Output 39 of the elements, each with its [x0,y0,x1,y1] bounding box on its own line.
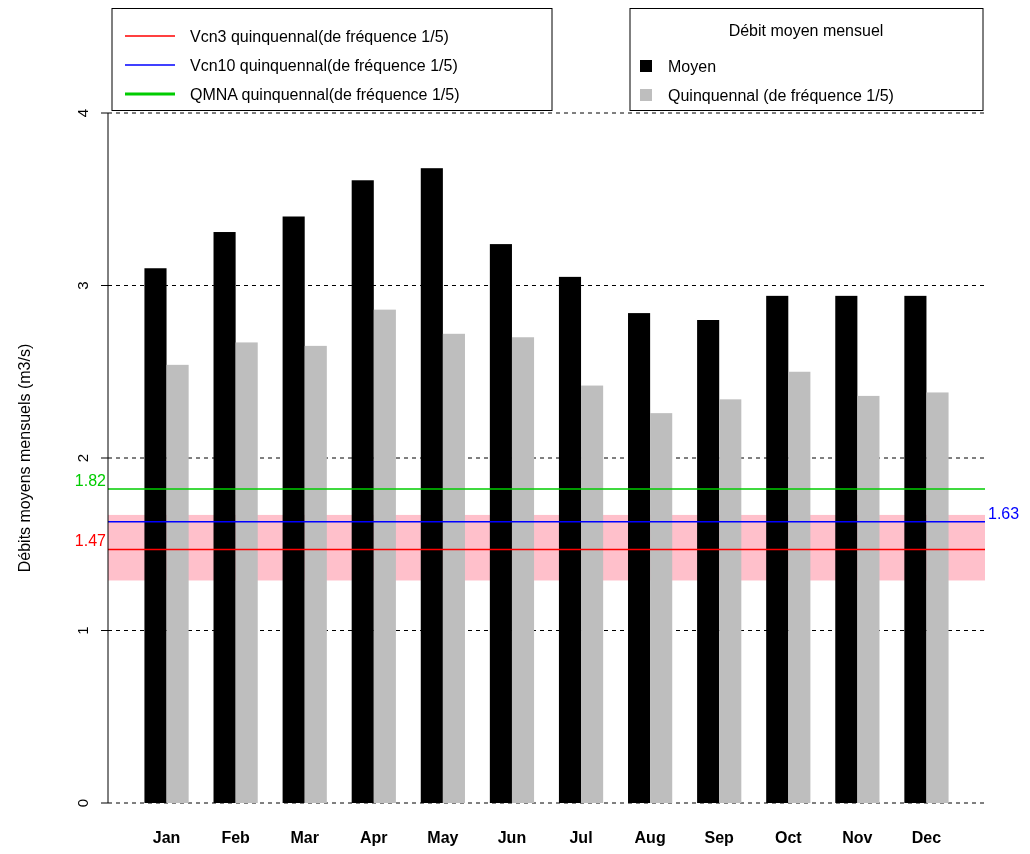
bar [926,392,949,803]
x-tick-label: Aug [634,829,666,846]
x-tick-label: Nov [842,829,873,846]
text: 1.63 [988,504,1020,522]
x-tick-label: Feb [221,829,251,846]
bar [581,385,604,803]
y-tick-label: 2 [74,453,91,463]
bar [166,364,189,803]
text: 1.47 [74,532,107,550]
bar [235,342,258,803]
x-tick-label: Dec [911,829,942,846]
bar [511,337,535,803]
x-tick-label: May [427,829,459,846]
legend-label: Vcn10 quinquennal(de fréquence 1/5) [190,57,458,74]
bar [442,333,465,803]
bar [788,371,811,803]
y-tick-label: 4 [74,108,91,118]
bar [304,345,327,803]
legend-label: QMNA quinquennal(de fréquence 1/5) [190,86,460,103]
y-tick-label: 1 [74,626,91,635]
x-tick-label: Jul [569,829,593,846]
bar [373,309,396,803]
bar [650,413,673,803]
x-tick-label: Jun [497,829,527,846]
y-tick-label: 0 [74,798,91,808]
legend-title: Débit moyen mensuel [728,22,884,39]
x-tick-label: Jan [152,829,181,846]
bar [857,395,880,803]
x-tick-label: Oct [774,829,803,846]
y-tick-label: 3 [74,281,91,290]
legend-label: Quinquennal (de fréquence 1/5) [668,87,894,104]
legend-label: Vcn3 quinquennal(de fréquence 1/5) [190,28,449,45]
bar [719,399,742,803]
legend-label: Moyen [668,58,717,75]
x-tick-label: Mar [290,829,319,846]
x-tick-label: Sep [704,829,735,846]
y-axis-title: Débits moyens mensuels (m3/s) [16,343,33,573]
text: 1.82 [74,472,107,490]
x-tick-label: Apr [360,829,388,846]
